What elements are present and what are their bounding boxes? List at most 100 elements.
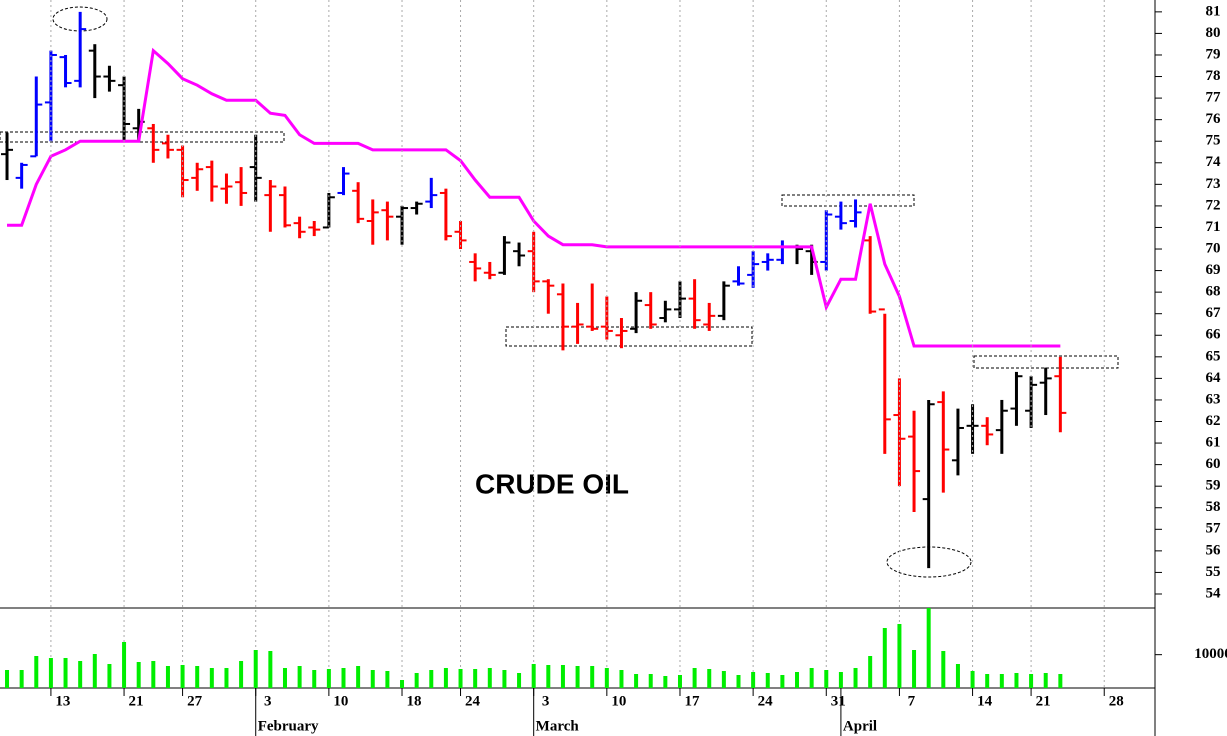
volume-bar (92, 654, 97, 688)
y-tick-label: 63 (1206, 391, 1221, 407)
y-tick-label: 70 (1206, 240, 1221, 256)
volume-bar (677, 675, 682, 688)
y-tick-label: 62 (1206, 413, 1221, 429)
volume-bar (473, 669, 478, 688)
volume-bar (312, 670, 317, 688)
ohlc-bar (161, 134, 174, 159)
ohlc-bar (1025, 376, 1038, 428)
volume-bar (809, 668, 814, 688)
volume-bar (370, 670, 375, 688)
volume-bar (239, 661, 244, 688)
support-box (505, 326, 753, 347)
volume-bar (941, 651, 946, 688)
volume-bar (151, 661, 156, 688)
y-tick-label: 60 (1206, 456, 1221, 472)
ohlc-bar (864, 236, 877, 314)
volume-bar (912, 650, 917, 688)
volume-bar (224, 668, 229, 688)
ohlc-bar (1, 132, 14, 181)
ohlc-bar (732, 266, 745, 286)
volume-bar (19, 670, 24, 688)
volume-bar (34, 656, 39, 688)
y-tick-label: 75 (1206, 133, 1221, 149)
volume-bar (663, 676, 668, 688)
y-tick-label: 69 (1206, 262, 1221, 278)
ohlc-bar (1054, 356, 1067, 433)
month-label: March (536, 718, 580, 734)
ohlc-bar (30, 76, 43, 158)
y-tick-label: 81 (1206, 3, 1221, 19)
volume-bar (165, 666, 170, 688)
volume-bar (634, 674, 639, 688)
ohlc-bar (659, 300, 672, 323)
volume-bar (385, 671, 390, 688)
volume-bar (429, 670, 434, 688)
volume-bar (78, 661, 83, 688)
x-tick-label: 18 (407, 693, 422, 709)
volume-bar (136, 662, 141, 688)
ohlc-bar (937, 391, 950, 493)
volume-bar (1043, 673, 1048, 688)
y-tick-label: 80 (1206, 25, 1221, 41)
y-tick-label: 65 (1206, 348, 1221, 364)
y-tick-label: 76 (1206, 111, 1222, 127)
y-tick-label: 68 (1206, 284, 1221, 300)
volume-bar (282, 668, 287, 688)
x-tick-label: 21 (1036, 693, 1051, 709)
ohlc-bar (439, 188, 452, 241)
x-tick-label: 7 (908, 693, 916, 709)
y-tick-label: 55 (1206, 564, 1221, 580)
volume-bar (751, 672, 756, 688)
volume-bar (209, 668, 214, 688)
x-tick-label: 17 (684, 693, 700, 709)
ohlc-bar (337, 167, 350, 196)
ohlc-bar (425, 177, 438, 209)
volume-bar (999, 674, 1004, 688)
volume-bar (707, 669, 712, 688)
y-tick-label: 57 (1206, 521, 1222, 537)
volume-bar (765, 673, 770, 688)
volume-bar (1029, 674, 1034, 688)
ohlc-bar (264, 180, 277, 232)
volume-bar (868, 656, 873, 688)
ohlc-bar (717, 281, 730, 321)
volume-bar (546, 665, 551, 688)
ohlc-bar (352, 182, 365, 224)
volume-bar (400, 680, 405, 688)
volume-bar (122, 642, 127, 688)
volume-bar (648, 674, 653, 688)
volume-bar (692, 668, 697, 688)
x-tick-label: 24 (465, 693, 481, 709)
volume-bar (795, 672, 800, 688)
volume-bar (882, 628, 887, 688)
ohlc-bar (776, 240, 789, 265)
ohlc-bar (761, 253, 774, 271)
x-tick-label: 10 (333, 693, 348, 709)
ohlc-bar (293, 216, 306, 239)
x-tick-label: 21 (129, 693, 144, 709)
volume-bar (268, 651, 273, 688)
y-tick-label: 78 (1206, 68, 1221, 84)
volume-bar (824, 670, 829, 688)
volume-bar (838, 672, 843, 688)
ohlc-bar (88, 44, 101, 99)
ohlc-bar (1010, 371, 1023, 426)
y-tick-label: 66 (1206, 327, 1222, 343)
y-tick-label: 79 (1206, 46, 1221, 62)
ohlc-bar (513, 242, 526, 267)
y-tick-label: 54 (1206, 585, 1222, 601)
ohlc-bar (366, 199, 379, 245)
ohlc-bar (15, 162, 28, 189)
y-tick-label: 58 (1206, 499, 1221, 515)
ohlc-bar (103, 65, 116, 92)
ohlc-bar (205, 160, 218, 202)
volume-bar (955, 664, 960, 688)
y-tick-label: 56 (1206, 542, 1222, 558)
volume-bar (575, 666, 580, 688)
ohlc-bar (908, 410, 921, 513)
volume-bar (590, 666, 595, 688)
x-tick-label: 3 (264, 693, 272, 709)
y-tick-label: 61 (1206, 435, 1221, 451)
ohlc-bar (483, 261, 496, 280)
volume-bar (5, 670, 10, 688)
